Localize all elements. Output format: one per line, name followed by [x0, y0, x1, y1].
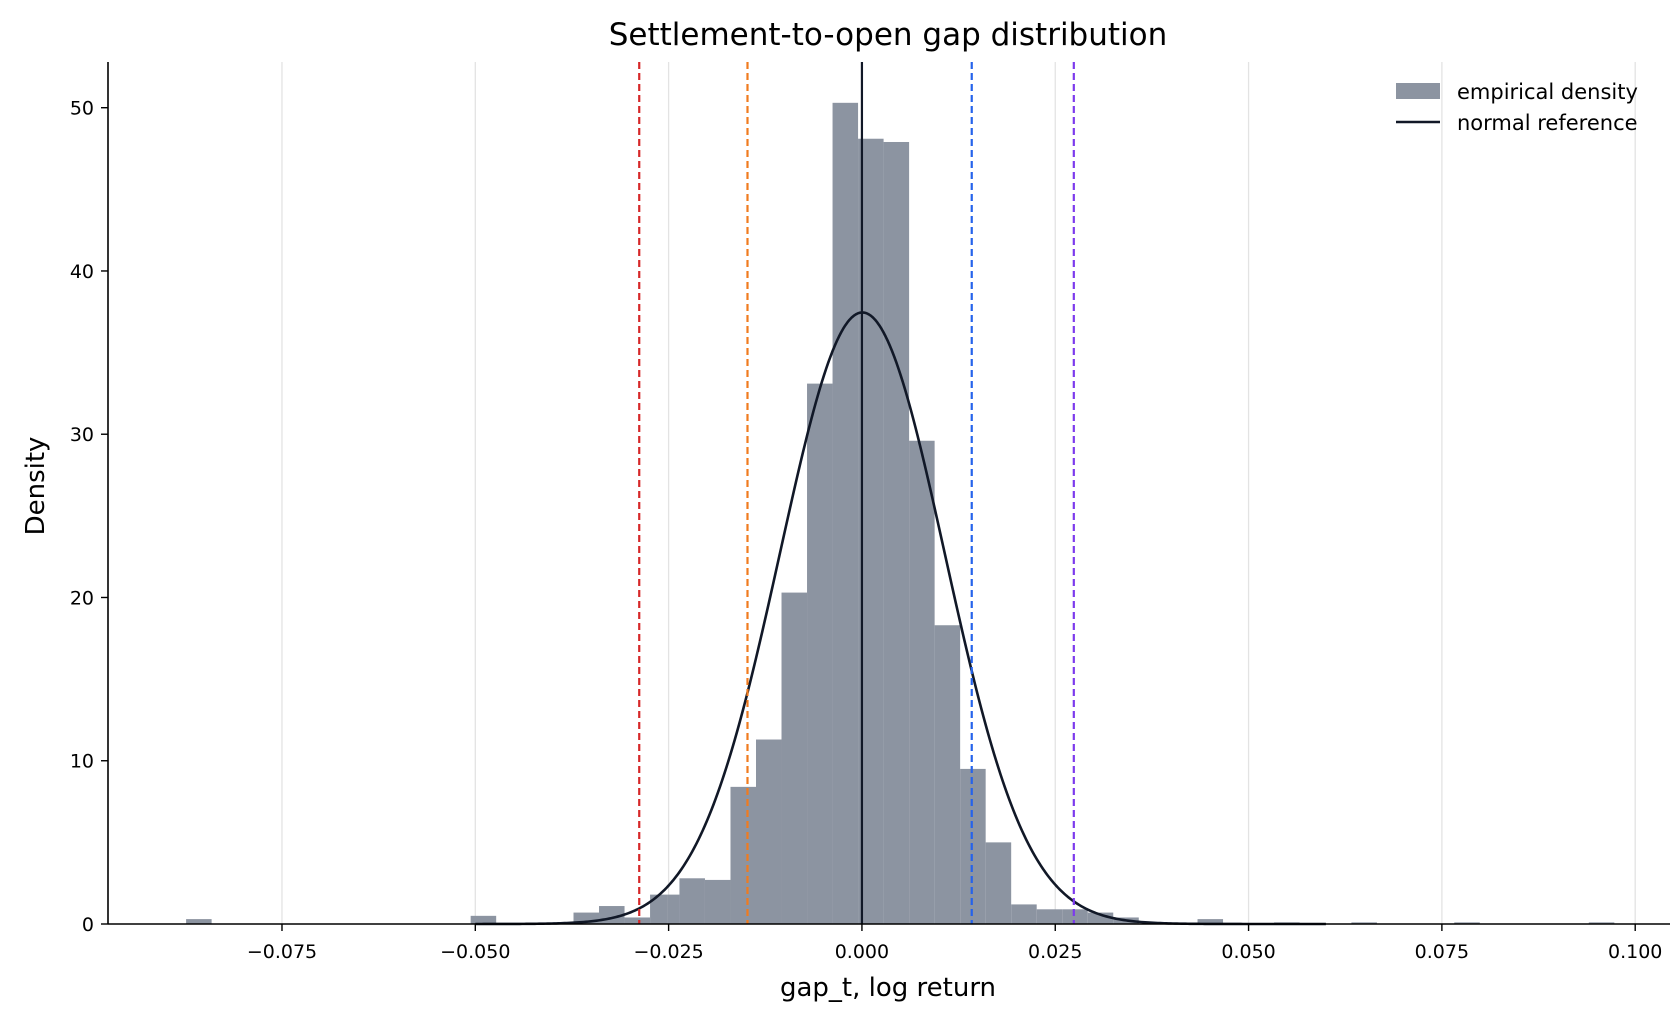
histogram-bar-21	[1036, 909, 1063, 924]
chart-title: Settlement-to-open gap distribution	[609, 17, 1168, 53]
y-tick-label-5: 50	[70, 98, 94, 120]
histogram-bar-2	[573, 912, 600, 924]
histogram-bar-16	[909, 440, 935, 924]
y-tick-label-3: 30	[70, 424, 94, 446]
x-tick-label-7: 0.100	[1608, 941, 1662, 963]
histogram-bar-9	[730, 786, 756, 924]
y-axis-ticks: 0 10 20 30 40 50	[70, 98, 108, 936]
reference-lines	[638, 62, 1075, 924]
x-tick-label-2: −0.025	[633, 941, 703, 963]
histogram-bar-12	[807, 383, 833, 924]
histogram-bar-27	[1351, 922, 1377, 924]
y-axis-label: Density	[21, 437, 51, 536]
x-axis-label: gap_t, log return	[780, 973, 996, 1003]
x-tick-label-1: −0.050	[440, 941, 510, 963]
histogram-bar-23	[1087, 912, 1114, 924]
x-tick-label-0: −0.075	[247, 941, 317, 963]
y-tick-label-0: 0	[82, 914, 94, 936]
histogram-bar-8	[704, 879, 731, 924]
histogram-bar-18	[960, 768, 986, 924]
histogram-bar-22	[1062, 909, 1088, 924]
histogram-bar-25	[1197, 919, 1224, 924]
x-tick-label-5: 0.050	[1221, 941, 1275, 963]
histogram-bar-4	[624, 917, 651, 924]
histogram-bar-10	[755, 739, 782, 924]
histogram-bar-11	[781, 592, 808, 924]
legend: empirical density normal reference	[1396, 80, 1638, 135]
histogram-bar-6	[667, 894, 680, 924]
legend-swatch-empirical-density	[1396, 83, 1440, 99]
histogram-bar-13	[832, 102, 859, 924]
histogram-bars	[186, 102, 1615, 924]
histogram-bar-19	[985, 842, 1012, 924]
histogram-bar-7	[679, 878, 705, 924]
x-axis-ticks: −0.075 −0.050 −0.025 0.000 0.025 0.050 0.075 0.…	[247, 924, 1662, 963]
y-tick-label-4: 40	[70, 261, 94, 283]
histogram-bar-15	[883, 141, 910, 924]
legend-label-empirical-density: empirical density	[1457, 80, 1638, 104]
legend-label-normal-reference: normal reference	[1457, 111, 1638, 135]
y-tick-label-2: 20	[70, 587, 94, 609]
histogram-bar-20	[1011, 904, 1037, 924]
histogram-bar-17	[934, 625, 961, 924]
x-tick-label-4: 0.025	[1028, 941, 1082, 963]
x-tick-label-3: 0.000	[835, 941, 889, 963]
y-tick-label-1: 10	[70, 751, 94, 773]
axes	[107, 62, 1670, 925]
histogram-bar-28	[1454, 922, 1480, 924]
histogram-bar-1	[470, 915, 497, 924]
histogram-bar-0	[186, 919, 212, 924]
x-tick-label-6: 0.075	[1415, 941, 1469, 963]
histogram-bar-29	[1588, 922, 1615, 924]
histogram-bar-5	[650, 894, 668, 924]
